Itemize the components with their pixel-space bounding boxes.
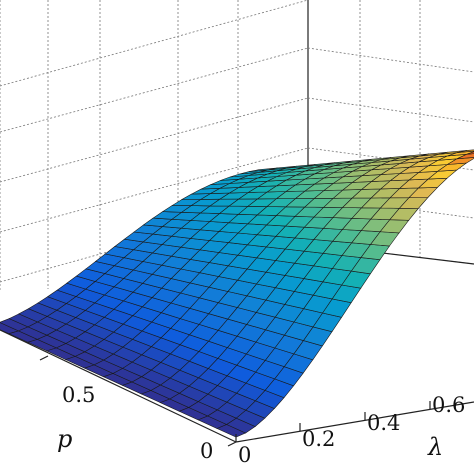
x-tick-label: 0.4 xyxy=(367,411,400,435)
p-tick xyxy=(227,441,237,447)
grid-line xyxy=(0,0,309,87)
x-tick-label: 0 xyxy=(238,443,251,467)
surface-patch xyxy=(457,149,474,153)
p-tick xyxy=(39,355,49,361)
x-axis-label: λ xyxy=(427,433,443,461)
p-axis-line xyxy=(0,329,237,443)
x-tick-label: 0.2 xyxy=(302,427,335,451)
p-tick-label: 0.5 xyxy=(62,383,95,407)
grid-line xyxy=(307,97,474,123)
x-axis-line xyxy=(235,401,474,443)
grid-line xyxy=(307,47,474,73)
axes-layer xyxy=(0,329,474,447)
surface-patch xyxy=(466,151,474,155)
p-tick-label: 0 xyxy=(200,439,213,463)
p-axis-label: p xyxy=(57,425,72,453)
grid-line xyxy=(0,97,309,183)
surface-layer xyxy=(0,149,474,438)
grid-line xyxy=(0,147,309,233)
grid-line xyxy=(0,47,309,133)
grid-line xyxy=(0,195,309,283)
x-tick-label: 0.6 xyxy=(432,393,465,417)
